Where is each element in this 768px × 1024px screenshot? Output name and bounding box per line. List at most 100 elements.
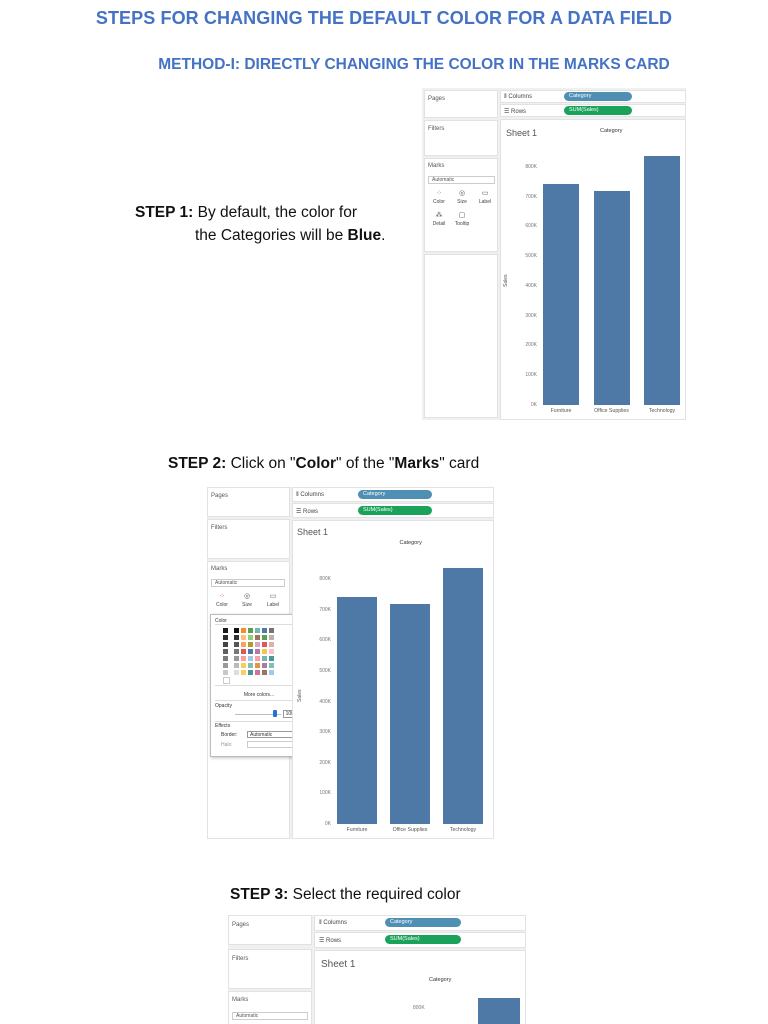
detail-icon: ⁂ xyxy=(435,212,443,219)
color-swatch[interactable] xyxy=(241,663,246,668)
color-swatch[interactable] xyxy=(241,649,246,654)
color-swatch[interactable] xyxy=(269,663,274,668)
color-swatch[interactable] xyxy=(248,628,253,633)
color-swatch[interactable] xyxy=(255,656,260,661)
y-tick: 200K xyxy=(319,759,331,766)
color-swatch[interactable] xyxy=(262,642,267,647)
color-swatch[interactable] xyxy=(241,656,246,661)
columns-shelf[interactable]: ⦀ Columns Category xyxy=(292,487,494,502)
color-button[interactable]: ⁘ Color xyxy=(211,592,233,610)
rows-pill[interactable]: SUM(Sales) xyxy=(358,506,432,515)
color-swatch[interactable] xyxy=(223,635,228,640)
filters-pane: Filters xyxy=(424,120,498,156)
rows-label: ☰ Rows xyxy=(504,109,527,115)
columns-pill[interactable]: Category xyxy=(385,918,461,927)
color-swatch[interactable] xyxy=(223,642,228,647)
label-button[interactable]: ▭ Label xyxy=(474,189,496,207)
columns-shelf[interactable]: ⦀ Columns Category xyxy=(500,90,686,103)
color-swatch[interactable] xyxy=(241,628,246,633)
color-swatch[interactable] xyxy=(248,642,253,647)
color-swatch[interactable] xyxy=(255,642,260,647)
opacity-slider[interactable] xyxy=(235,714,281,715)
color-swatch[interactable] xyxy=(269,656,274,661)
color-swatch[interactable] xyxy=(248,649,253,654)
color-swatch[interactable] xyxy=(262,656,267,661)
color-swatch[interactable] xyxy=(223,663,228,668)
more-colors-link[interactable]: More colors... xyxy=(243,692,275,698)
tooltip-button[interactable]: ▢ Tooltip xyxy=(451,211,473,229)
size-icon: ◎ xyxy=(243,593,251,600)
color-swatch[interactable] xyxy=(234,635,239,640)
tableau-screenshot-1: Pages Filters Marks Automatic ⁘ Color ◎ Si… xyxy=(422,88,686,420)
color-swatch[interactable] xyxy=(241,642,246,647)
color-button[interactable]: ⁘ Color xyxy=(428,189,450,207)
color-swatch[interactable] xyxy=(248,670,253,675)
size-button[interactable]: ◎ Size xyxy=(451,189,473,207)
color-swatch[interactable] xyxy=(241,635,246,640)
color-swatch[interactable] xyxy=(262,628,267,633)
detail-button[interactable]: ⁂ Detail xyxy=(428,211,450,229)
rows-pill[interactable]: SUM(Sales) xyxy=(564,106,632,115)
color-swatch[interactable] xyxy=(262,649,267,654)
mark-type-select[interactable]: Automatic xyxy=(428,176,495,184)
color-swatch[interactable] xyxy=(262,670,267,675)
y-tick: 100K xyxy=(525,372,537,379)
rows-shelf[interactable]: ☰ Rows SUM(Sales) xyxy=(500,104,686,117)
color-swatch[interactable] xyxy=(269,635,274,640)
color-swatch[interactable] xyxy=(223,670,228,675)
pages-label: Pages xyxy=(232,922,250,928)
color-swatch[interactable] xyxy=(234,649,239,654)
color-swatch[interactable] xyxy=(223,628,228,633)
color-swatch[interactable] xyxy=(234,642,239,647)
label-button[interactable]: ▭ Label xyxy=(262,592,284,610)
color-swatch[interactable] xyxy=(234,656,239,661)
columns-pill[interactable]: Category xyxy=(564,92,632,101)
color-swatch[interactable] xyxy=(262,635,267,640)
columns-pill[interactable]: Category xyxy=(358,490,432,499)
color-label: Color xyxy=(216,602,228,608)
color-swatch[interactable] xyxy=(223,656,228,661)
bar-technology xyxy=(478,998,520,1024)
color-swatch[interactable] xyxy=(234,628,239,633)
color-swatch[interactable] xyxy=(248,663,253,668)
color-swatch[interactable] xyxy=(248,635,253,640)
halo-label: Halo: xyxy=(221,742,233,748)
y-axis-label: Sales xyxy=(297,689,303,702)
step1-line2: the Categories will be Blue. xyxy=(135,227,385,244)
color-swatch[interactable] xyxy=(255,649,260,654)
color-palette[interactable] xyxy=(223,628,303,678)
color-swatch[interactable] xyxy=(269,628,274,633)
color-swatch[interactable] xyxy=(234,670,239,675)
color-swatch[interactable] xyxy=(255,628,260,633)
mark-type-select[interactable]: Automatic xyxy=(232,1012,308,1020)
color-swatch[interactable] xyxy=(223,649,228,654)
color-swatch[interactable] xyxy=(269,642,274,647)
opacity-slider-thumb[interactable] xyxy=(273,710,277,717)
size-button[interactable]: ◎ Size xyxy=(236,592,258,610)
rows-pill[interactable]: SUM(Sales) xyxy=(385,935,461,944)
y-axis-label: Sales xyxy=(503,273,509,287)
rows-shelf[interactable]: ☰ Rows SUM(Sales) xyxy=(314,932,526,948)
color-swatch[interactable] xyxy=(241,670,246,675)
empty-pane xyxy=(424,254,498,418)
bar-technology xyxy=(644,156,680,405)
color-swatch[interactable] xyxy=(234,663,239,668)
color-swatch[interactable] xyxy=(255,663,260,668)
color-swatch[interactable] xyxy=(248,656,253,661)
swatch-white[interactable] xyxy=(223,677,230,684)
color-swatch[interactable] xyxy=(255,635,260,640)
color-swatch[interactable] xyxy=(262,663,267,668)
rows-shelf[interactable]: ☰ Rows SUM(Sales) xyxy=(292,503,494,518)
y-tick: 700K xyxy=(319,606,331,613)
color-swatch[interactable] xyxy=(269,670,274,675)
color-swatch[interactable] xyxy=(269,649,274,654)
label-icon: ▭ xyxy=(269,593,277,600)
mark-type-select[interactable]: Automatic xyxy=(211,579,285,587)
x-tick-label: Office Supplies xyxy=(594,408,629,414)
color-icon: ⁘ xyxy=(219,593,225,600)
step2-text: STEP 2: Click on "Color" of the "Marks" … xyxy=(168,452,479,475)
bar-furniture xyxy=(337,597,377,824)
columns-shelf[interactable]: ⦀ Columns Category xyxy=(314,915,526,931)
color-swatch[interactable] xyxy=(255,670,260,675)
popup-divider xyxy=(215,624,303,625)
